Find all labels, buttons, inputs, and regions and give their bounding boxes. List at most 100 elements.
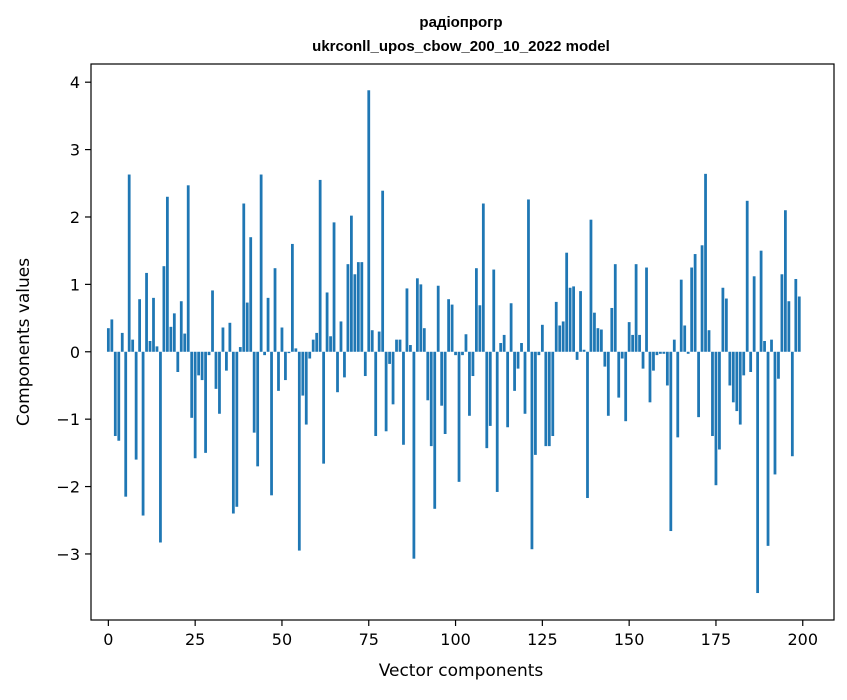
plot-frame [90,63,835,621]
bar-46 [266,297,270,352]
bar-142 [599,329,603,352]
bar-13 [152,297,155,352]
y-axis-ticks: −3 −2 −1 0 1 2 3 4 [56,73,91,564]
bar-3 [117,351,121,441]
bar-62 [322,351,326,464]
bar-43 [256,351,260,467]
y-axis-label: Components values [14,258,34,426]
bar-70 [350,215,353,352]
bar-26 [197,351,201,376]
bar-84 [398,339,402,352]
bar-180 [731,351,735,403]
bar-120 [523,351,527,414]
bar-65 [332,222,336,352]
bar-113 [499,343,503,352]
bar-175 [714,351,718,486]
bar-173 [707,330,711,352]
bar-192 [773,351,777,475]
bar-48 [273,268,277,352]
bar-66 [336,351,339,393]
bar-165 [679,279,683,352]
bar-129 [554,301,558,352]
bar-141 [596,328,600,352]
bar-118 [516,351,520,369]
bar-71 [353,274,357,352]
chart-title-line2: ukrconll_upos_cbow_200_10_2022 model [312,38,610,55]
bar-186 [752,276,756,352]
bar-104 [468,351,471,416]
bar-131 [561,321,565,352]
bar-45 [263,351,266,356]
bar-50 [280,327,284,352]
bar-107 [478,305,482,352]
bar-134 [572,286,575,352]
bar-170 [697,351,700,418]
bar-167 [686,351,690,354]
bar-146 [613,264,617,352]
y-tick-label--1: −1 [56,410,80,429]
bar-10 [141,351,145,516]
bar-35 [228,322,232,352]
bar-58 [308,351,312,359]
bar-59 [311,339,315,352]
bar-185 [749,351,753,372]
bar-171 [700,245,704,352]
bar-16 [162,266,166,352]
bar-124 [537,351,541,356]
bar-195 [784,210,787,352]
bar-9 [138,299,141,352]
bar-20 [176,351,180,372]
bar-101 [457,351,461,482]
x-tick-label-50: 50 [272,630,292,649]
bar-164 [676,351,680,438]
bar-138 [586,351,589,499]
bar-169 [693,254,697,352]
bar-149 [624,351,628,422]
bar-176 [718,351,721,450]
bar-61 [318,179,322,352]
bar-0 [106,328,110,352]
bar-42 [252,351,256,433]
bar-97 [443,351,447,434]
bar-39 [242,203,246,352]
bar-121 [527,199,530,352]
bar-33 [221,327,225,352]
bar-14 [155,346,159,352]
bar-81 [388,351,391,364]
bar-94 [433,351,437,509]
bar-30 [211,290,214,352]
bar-89 [415,278,419,352]
x-axis-ticks: 0 25 50 75 100 125 150 175 200 [103,620,818,649]
bar-188 [759,250,763,352]
bar-51 [284,351,287,381]
bar-157 [652,351,655,371]
bar-12 [148,340,152,352]
x-tick-label-25: 25 [185,630,205,649]
bar-193 [777,351,780,379]
bar-53 [290,243,294,352]
bar-82 [391,351,395,405]
bar-92 [426,351,430,401]
bar-18 [169,326,173,352]
bar-28 [204,351,207,453]
bar-63 [325,292,329,352]
bar-37 [235,351,239,507]
bar-74 [363,351,367,377]
bar-133 [568,287,572,352]
x-tick-label-100: 100 [440,630,471,649]
bar-4 [120,332,124,352]
bar-150 [627,322,631,352]
bar-79 [381,190,385,352]
bar-191 [770,339,773,352]
bar-69 [346,264,350,352]
bar-181 [735,351,739,412]
y-tick-label-0: 0 [70,343,80,362]
bar-139 [589,219,593,352]
bar-87 [409,345,412,352]
x-tick-label-175: 175 [701,630,732,649]
bar-199 [797,296,801,352]
bar-194 [780,274,784,352]
bar-128 [551,351,555,437]
bar-155 [645,267,648,352]
